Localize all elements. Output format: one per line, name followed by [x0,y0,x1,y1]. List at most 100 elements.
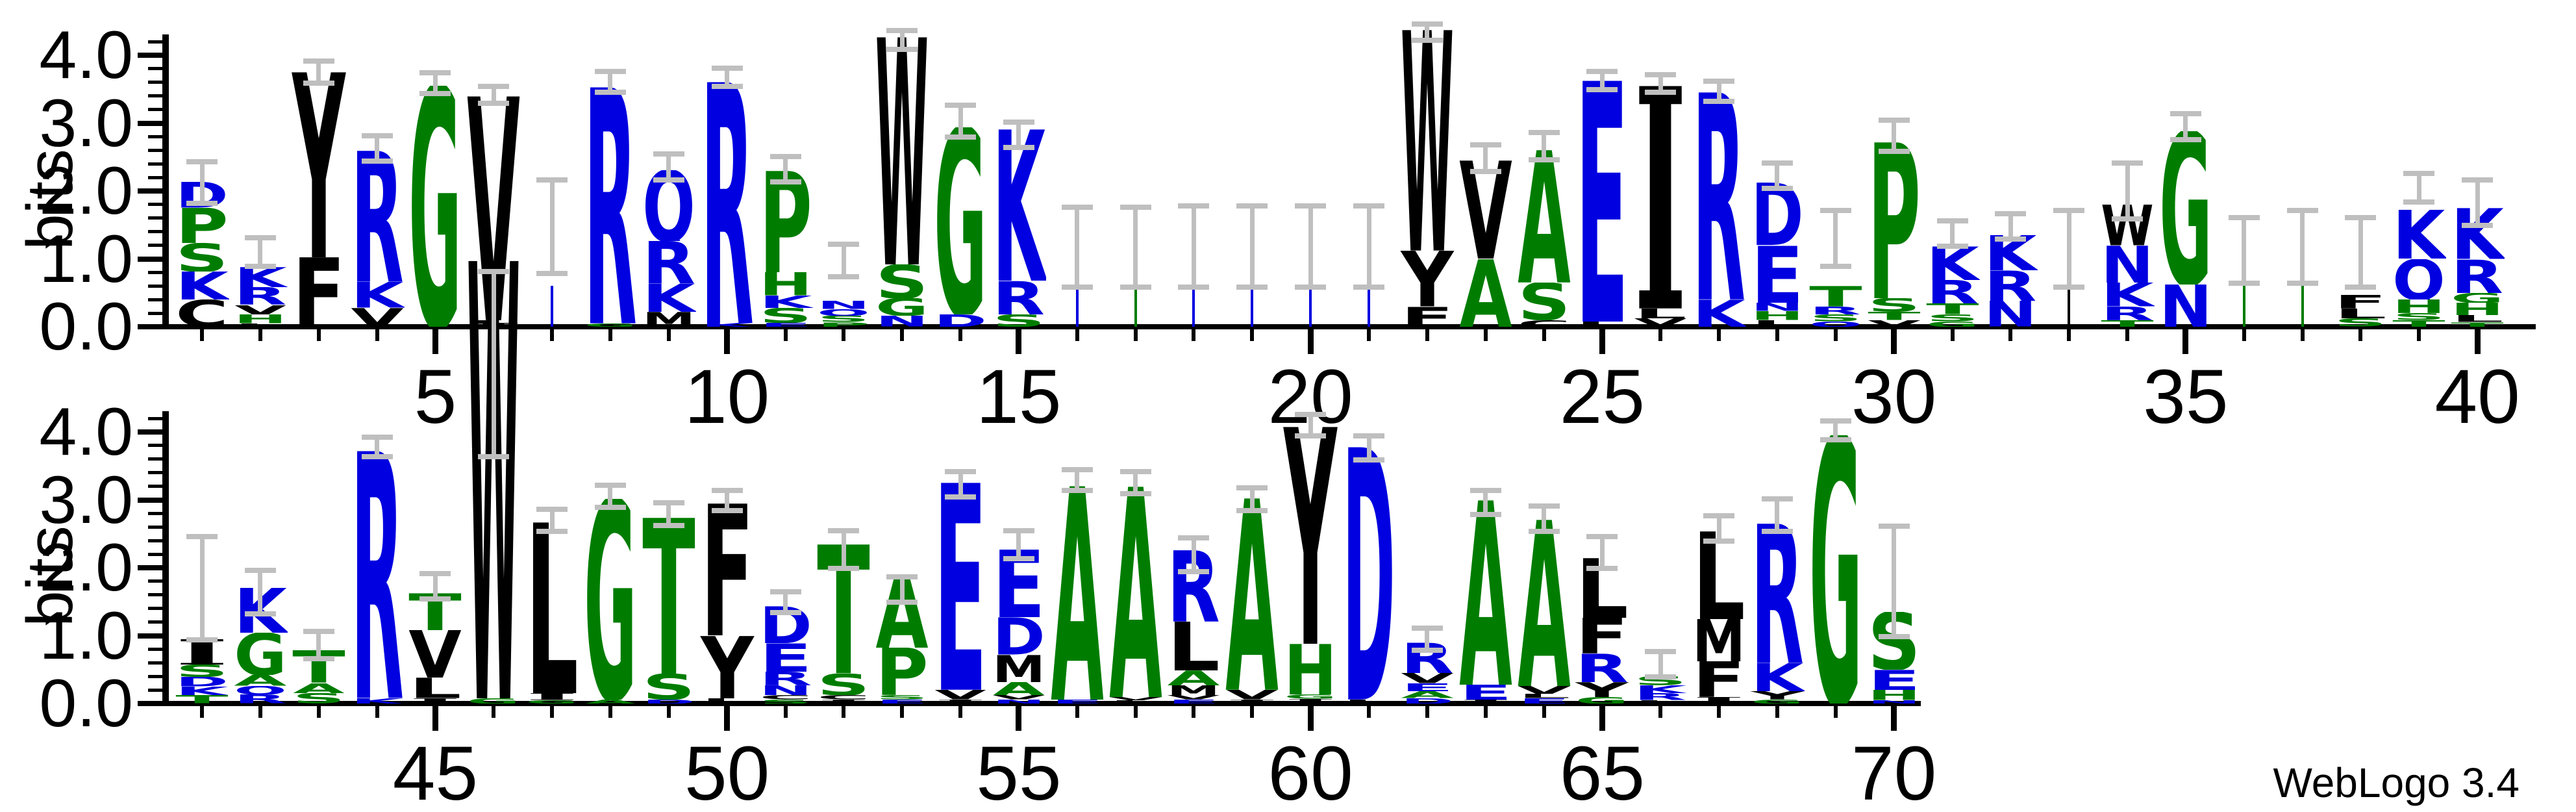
error-bar-stem [1833,418,1838,442]
error-bar-stack-pos-39 [2403,170,2435,205]
residue-Y-stack-pos-65: Y [1575,682,1629,697]
residue-K-stack-pos-68: K [1751,663,1805,691]
x-minor-tick [375,329,379,341]
residue-K-stack-pos-66: K [1634,685,1688,694]
svg-text:N: N [759,685,812,696]
svg-text:K: K [351,282,405,308]
svg-text:H: H [2393,299,2445,313]
svg-text:V: V [1168,695,1220,699]
svg-text:A: A [1459,500,1512,685]
error-bar-stem [2125,160,2130,222]
error-bar-stem [432,571,438,602]
svg-text:F: F [1401,307,1453,327]
svg-text:A: A [992,682,1045,696]
x-minor-tick [783,329,788,341]
y-major-tick [138,324,162,329]
residue-G-stack-pos-14: G [934,127,986,314]
residue-S-stack-pos-11: S [759,308,812,323]
x-major-tick [1891,329,1897,354]
y-tick-label: 4.0 [39,18,133,93]
residue-F-stack-pos-38: F [2334,295,2387,309]
error-bar-stack-pos-62 [1411,625,1443,653]
svg-text:R: R [351,151,403,282]
svg-text:R: R [1576,653,1629,682]
y-major-tick [138,497,162,503]
svg-text:R: R [234,287,286,305]
error-bar-stem [1249,203,1255,290]
error-bar-stack-pos-61 [1353,433,1384,463]
residue-M-stack-pos-55: M [992,655,1045,682]
svg-text:K: K [1692,299,1746,327]
error-bar-stem [1308,203,1313,290]
residue-F-stack-pos-3: F [292,257,345,327]
error-bar-stem [1892,524,1897,639]
y-minor-tick [148,674,162,678]
svg-text:V: V [234,305,287,315]
svg-text:K: K [1634,685,1688,694]
y-minor-tick [148,593,162,597]
y-major-tick [138,188,162,194]
error-bar-stack-pos-63 [1469,487,1501,517]
residue-E-stack-pos-63: E [1459,685,1512,700]
y-major-tick [138,633,162,639]
svg-text:R: R [584,87,636,324]
x-minor-tick [2242,329,2246,341]
svg-text:L: L [525,522,578,693]
error-bar-stack-pos-69 [1819,418,1851,442]
svg-text:G: G [584,499,636,699]
svg-text:A: A [1401,691,1454,698]
error-bar-stem [1308,411,1313,439]
error-bar-stem [666,500,671,529]
y-minor-tick [148,620,162,624]
error-bar-stem [1016,528,1021,561]
residue-L-stack-pos-26: L [1634,309,1687,319]
residue-P-stack-pos-30: P [1868,142,1920,298]
svg-text:D: D [992,617,1045,654]
svg-text:N: N [992,700,1045,704]
svg-text:I: I [934,700,986,704]
residue-F-stack-pos-65: F [1576,618,1629,653]
error-bar-stem [1075,467,1080,494]
error-bar-stack-pos-29 [1819,208,1851,270]
svg-text:Q: Q [818,309,870,316]
residue-L-stack-pos-50: L [701,698,753,704]
x-major-tick [2182,329,2189,354]
residue-V-stack-pos-64: V [1518,686,1571,694]
svg-text:P: P [175,208,228,243]
residue-K-stack-pos-9: K [642,283,696,312]
residue-D-stack-pos-41: D [175,677,228,687]
svg-text:T: T [2393,320,2446,327]
error-bar-stack-pos-19 [1236,203,1268,290]
svg-text:V: V [1634,318,1688,327]
x-major-tick [1307,706,1314,731]
x-minor-tick [1483,329,1488,341]
error-bar-stem [2358,214,2363,290]
error-bar-stem [316,58,321,86]
svg-text:T: T [2101,320,2154,327]
y-minor-tick [148,230,162,234]
svg-text:N: N [1984,301,2037,327]
residue-K-stack-pos-39: K [2393,210,2447,259]
residue-T-stack-pos-41: T [175,695,228,704]
residue-G-stack-pos-13: G [875,298,928,316]
svg-text:D: D [1751,183,1803,245]
error-bar-stem [1191,535,1196,575]
residue-A-stack-pos-63: A [1459,500,1512,685]
y-minor-tick [148,511,162,515]
y-minor-tick [148,485,162,488]
x-major-tick [1307,329,1314,354]
x-minor-tick [783,706,788,718]
residue-A-stack-pos-43: A [292,683,345,694]
error-bar-stem [1133,469,1138,497]
error-bar-stem [1016,120,1021,151]
svg-text:V: V [1109,697,1162,700]
residue-C-stack-pos-52: C [818,695,870,699]
error-bar-stack-pos-47 [536,506,568,534]
residue-H-stack-pos-28: H [1751,311,1803,320]
svg-text:F: F [1576,618,1629,653]
svg-text:G: G [875,298,928,316]
svg-text:D: D [1401,698,1453,704]
residue-S-stack-pos-51: S [759,700,812,704]
svg-text:L: L [1576,322,1629,327]
